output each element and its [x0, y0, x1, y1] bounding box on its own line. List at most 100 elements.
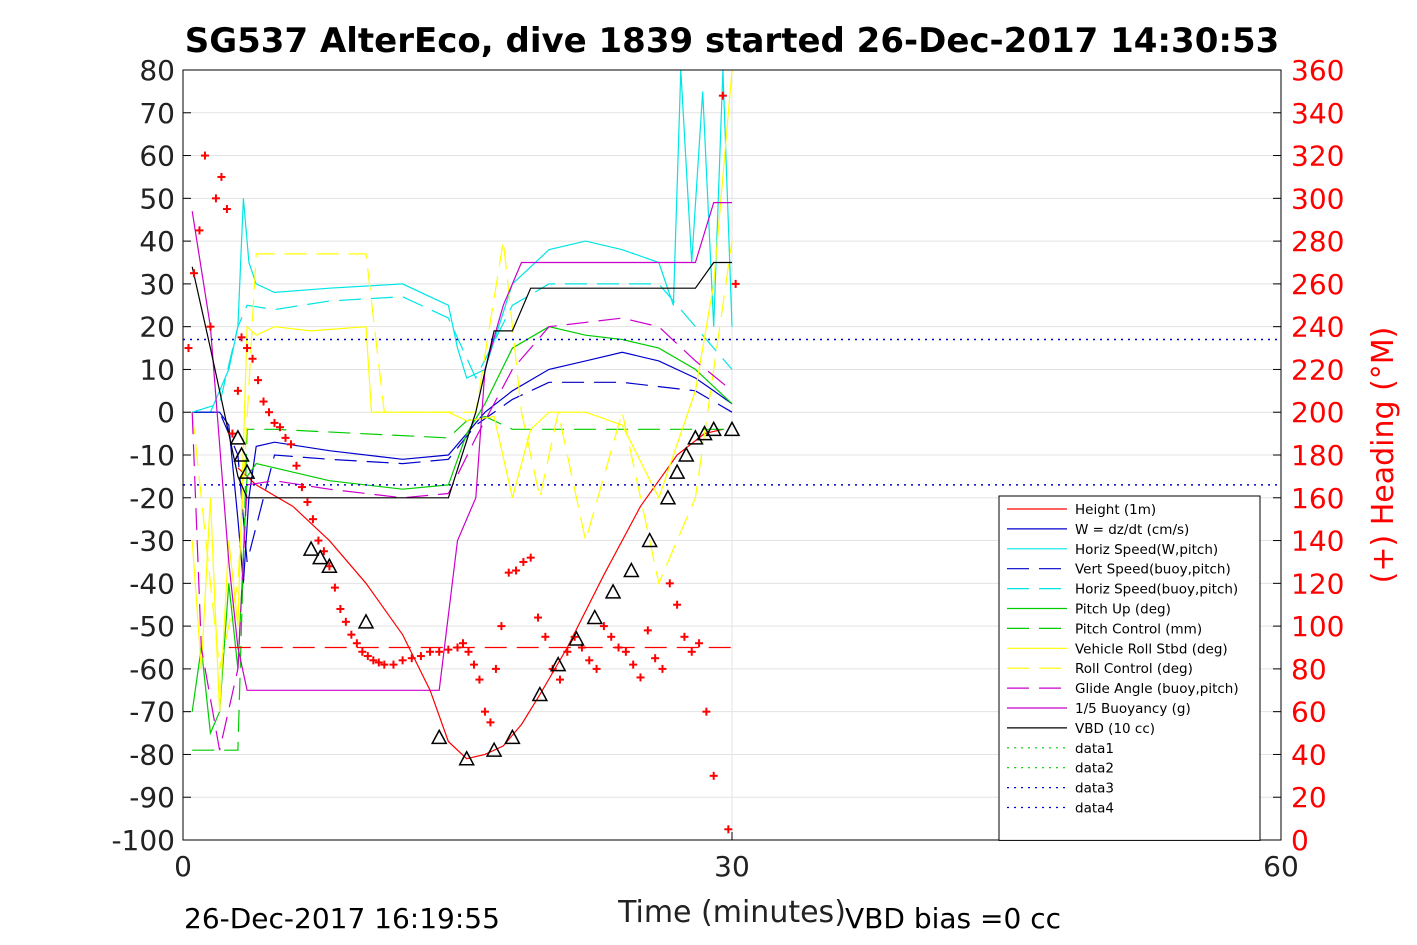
heading-point [222, 205, 231, 214]
x-tick-label: 60 [1263, 850, 1299, 883]
y-right-tick-label: 280 [1291, 225, 1344, 258]
heading-point [718, 91, 727, 100]
y-tick-label: -20 [129, 482, 175, 515]
heading-point [358, 647, 367, 656]
triangle-marker [311, 549, 329, 565]
triangle-marker [357, 613, 375, 629]
y-right-tick-label: 340 [1291, 97, 1344, 130]
heading-point [369, 656, 378, 665]
heading-point [512, 566, 521, 575]
heading-point [297, 483, 306, 492]
heading-point [592, 664, 601, 673]
y-tick-label: 40 [139, 225, 175, 258]
triangle-marker [641, 531, 658, 548]
y-tick-label: -70 [129, 696, 175, 729]
legend: Height (1m) W = dz/dt (cm/s) Horiz Speed(W… [998, 495, 1261, 841]
heading-point [243, 344, 252, 353]
legend-label: Horiz Speed(W,pitch) [1075, 542, 1218, 558]
heading-point [469, 660, 478, 669]
heading-point [407, 654, 416, 663]
heading-point [480, 707, 489, 716]
triangle-marker [504, 728, 521, 745]
y-tick-label: -100 [111, 824, 175, 857]
heading-point [200, 151, 209, 160]
y-tick-label: 60 [139, 140, 175, 173]
heading-point [228, 429, 237, 438]
heading-point [534, 613, 543, 622]
marker-layer [184, 91, 741, 834]
series-line-vehicle-roll-stbd-deg- [191, 70, 733, 712]
x-tick-label: 30 [714, 850, 750, 883]
legend-label: Roll Control (deg) [1075, 661, 1193, 677]
heading-point [426, 647, 435, 656]
heading-point [464, 647, 473, 656]
legend-label: W = dz/dt (cm/s) [1075, 522, 1189, 538]
triangle-marker [531, 685, 549, 702]
y-right-tick-label: 260 [1291, 268, 1344, 301]
legend-label: Height (1m) [1075, 502, 1156, 518]
y-right-tick-label: 80 [1291, 653, 1327, 686]
heading-point [444, 645, 453, 654]
legend-label: data1 [1075, 741, 1114, 757]
heading-point [658, 664, 667, 673]
y-tick-label: 70 [139, 97, 175, 130]
legend-label: Glide Angle (buoy,pitch) [1075, 681, 1239, 697]
heading-point [731, 279, 740, 288]
legend-label: Horiz Speed(buoy,pitch) [1075, 582, 1238, 598]
heading-point [211, 194, 220, 203]
heading-point [398, 656, 407, 665]
heading-point [195, 226, 204, 235]
y-tick-label: -10 [129, 439, 175, 472]
triangle-marker [321, 557, 338, 573]
heading-point [286, 440, 295, 449]
heading-point [336, 605, 345, 613]
heading-point [352, 639, 361, 648]
heading-point [435, 647, 444, 656]
heading-point [380, 660, 389, 669]
triangle-marker [485, 741, 503, 757]
triangle-marker [238, 463, 256, 479]
heading-point [270, 418, 279, 427]
footer-timestamp: 26-Dec-2017 16:19:55 [184, 902, 500, 935]
triangle-marker [659, 489, 677, 505]
heading-point [724, 825, 733, 834]
y-axis-label-right: (+) Heading (°M) [1366, 327, 1401, 584]
legend-label: Pitch Control (mm) [1075, 621, 1202, 637]
legend-label: 1/5 Buoyancy (g) [1075, 701, 1191, 717]
heading-point [607, 632, 616, 641]
heading-point [497, 622, 506, 631]
y-right-tick-label: 180 [1291, 439, 1344, 472]
y-tick-label: -80 [129, 738, 175, 771]
heading-point [563, 647, 572, 656]
heading-point [486, 718, 495, 727]
heading-point [491, 664, 500, 673]
triangle-marker [233, 446, 250, 462]
heading-point [585, 656, 594, 665]
y-tick-label: -50 [129, 610, 175, 643]
heading-point [680, 632, 689, 641]
heading-point [330, 583, 339, 592]
heading-point [453, 643, 462, 652]
heading-point [217, 172, 226, 181]
heading-point [254, 376, 263, 385]
heading-point [189, 269, 198, 278]
heading-point [265, 408, 274, 417]
heading-point [702, 707, 711, 716]
triangle-marker [458, 750, 475, 766]
legend-label: Vert Speed(buoy,pitch) [1075, 562, 1231, 578]
heading-point [709, 771, 718, 780]
heading-point [281, 433, 290, 442]
heading-point [651, 654, 660, 663]
heading-point [526, 553, 535, 562]
x-axis-label: Time (minutes) [617, 895, 846, 930]
y-right-tick-label: 240 [1291, 311, 1344, 344]
series-line-glide-angle-buoy-pitch- [191, 317, 733, 751]
heading-point [389, 660, 398, 669]
heading-point [237, 333, 246, 342]
series-line-pitch-control-mm- [192, 415, 732, 751]
triangle-marker [723, 420, 741, 437]
y-right-tick-label: 220 [1291, 353, 1344, 386]
heading-point [347, 630, 356, 639]
y-right-tick-label: 160 [1291, 482, 1344, 515]
heading-point [614, 643, 623, 652]
